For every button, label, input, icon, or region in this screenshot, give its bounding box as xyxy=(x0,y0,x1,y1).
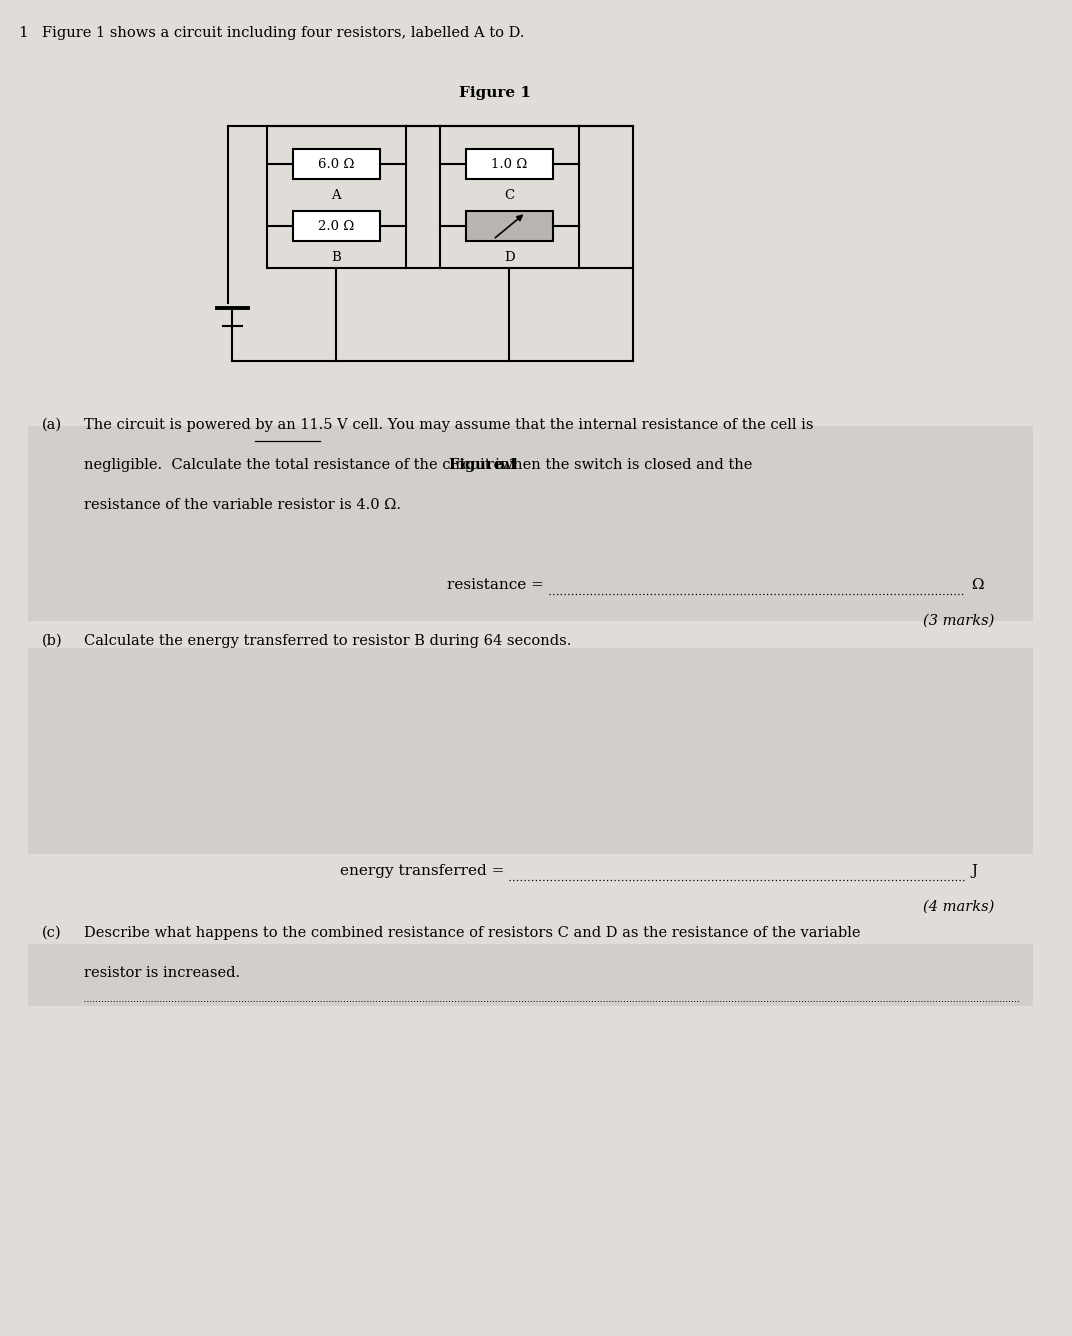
Bar xyxy=(28,945,1032,1006)
Text: (4 marks): (4 marks) xyxy=(923,900,994,914)
Text: Figure 1: Figure 1 xyxy=(449,458,519,472)
Text: B: B xyxy=(331,251,341,265)
Text: J: J xyxy=(967,864,979,878)
Text: negligible.  Calculate the total resistance of the circuit in: negligible. Calculate the total resistan… xyxy=(84,458,515,472)
Text: 6.0 Ω: 6.0 Ω xyxy=(318,158,355,171)
Text: 2.0 Ω: 2.0 Ω xyxy=(318,219,355,232)
Text: resistor is increased.: resistor is increased. xyxy=(84,966,240,981)
Text: Ω: Ω xyxy=(967,578,985,592)
Bar xyxy=(466,150,553,179)
Text: (b): (b) xyxy=(42,635,62,648)
Text: resistance of the variable resistor is 4.0 Ω.: resistance of the variable resistor is 4… xyxy=(84,498,401,512)
Text: A: A xyxy=(331,188,341,202)
Text: energy transferred =: energy transferred = xyxy=(340,864,509,878)
Text: 1: 1 xyxy=(18,25,28,40)
Text: The circuit is powered by an 11.5 V cell. You may assume that the internal resis: The circuit is powered by an 11.5 V cell… xyxy=(84,418,814,432)
Text: Figure 1: Figure 1 xyxy=(459,86,531,100)
Bar xyxy=(293,150,379,179)
Text: (c): (c) xyxy=(42,926,61,941)
Bar xyxy=(293,211,379,240)
Bar xyxy=(466,211,553,240)
Text: when the switch is closed and the: when the switch is closed and the xyxy=(496,458,753,472)
Text: Describe what happens to the combined resistance of resistors C and D as the res: Describe what happens to the combined re… xyxy=(84,926,861,941)
Text: Figure 1 shows a circuit including four resistors, labelled A to D.: Figure 1 shows a circuit including four … xyxy=(42,25,524,40)
Text: (a): (a) xyxy=(42,418,62,432)
Text: Calculate the energy transferred to resistor B during 64 seconds.: Calculate the energy transferred to resi… xyxy=(84,635,571,648)
Text: resistance =: resistance = xyxy=(447,578,549,592)
Text: D: D xyxy=(504,251,515,265)
Text: (3 marks): (3 marks) xyxy=(923,615,994,628)
Bar xyxy=(28,426,1032,621)
Bar xyxy=(28,648,1032,854)
Text: C: C xyxy=(505,188,515,202)
Text: 1.0 Ω: 1.0 Ω xyxy=(491,158,527,171)
